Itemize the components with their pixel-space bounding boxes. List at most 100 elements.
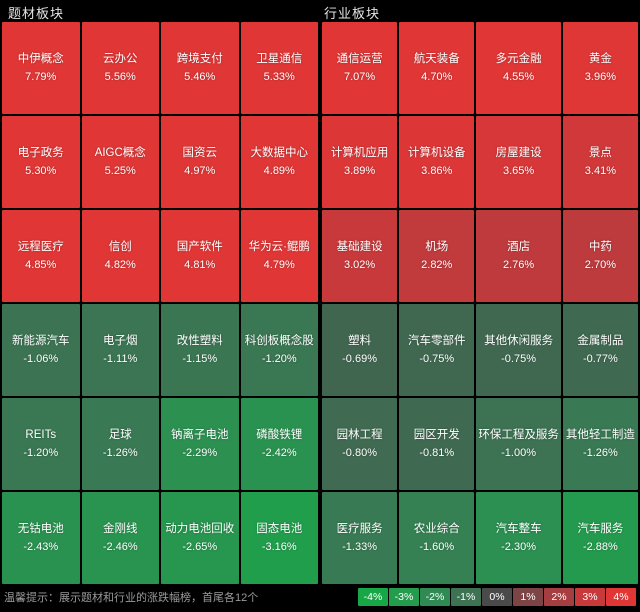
- heatmap-cell[interactable]: 园林工程-0.80%: [322, 398, 397, 490]
- heatmap-cell[interactable]: 机场2.82%: [399, 210, 474, 302]
- cell-pct: -1.60%: [419, 540, 454, 555]
- cell-pct: -0.75%: [419, 352, 454, 367]
- heatmap-cell[interactable]: 远程医疗4.85%: [2, 210, 80, 302]
- legend-swatch: -2%: [420, 588, 450, 606]
- heatmap-cell[interactable]: 农业综合-1.60%: [399, 492, 474, 584]
- heatmap-cell[interactable]: 电子烟-1.11%: [82, 304, 160, 396]
- heatmap-root: 题材板块 行业板块 中伊概念7.79%云办公5.56%跨境支付5.46%卫星通信…: [0, 0, 640, 612]
- heatmap-cell[interactable]: 国资云4.97%: [161, 116, 239, 208]
- cell-label: 航天装备: [414, 51, 460, 67]
- heatmap-cell[interactable]: 信创4.82%: [82, 210, 160, 302]
- heatmap-cell[interactable]: 跨境支付5.46%: [161, 22, 239, 114]
- cell-pct: 4.79%: [264, 258, 295, 273]
- legend-swatch: 1%: [513, 588, 543, 606]
- cell-pct: -1.06%: [23, 352, 58, 367]
- cell-label: 通信运营: [337, 51, 383, 67]
- cell-pct: -2.43%: [23, 540, 58, 555]
- cell-label: 跨境支付: [177, 51, 223, 67]
- heatmap-cell[interactable]: 云办公5.56%: [82, 22, 160, 114]
- color-legend: -4%-3%-2%-1%0%1%2%3%4%: [358, 588, 636, 606]
- cell-label: 其他休闲服务: [484, 333, 553, 349]
- cell-label: 新能源汽车: [12, 333, 70, 349]
- legend-swatch: -1%: [451, 588, 481, 606]
- heatmap-cell[interactable]: 无钴电池 -2.43%: [2, 492, 80, 584]
- heatmap-cell[interactable]: 中药2.70%: [563, 210, 638, 302]
- panel-headers: 题材板块 行业板块: [0, 0, 640, 22]
- cell-pct: 4.82%: [105, 258, 136, 273]
- heatmap-cell[interactable]: 医疗服务-1.33%: [322, 492, 397, 584]
- cell-label: 卫星通信: [256, 51, 302, 67]
- heatmap-cell[interactable]: 房屋建设3.65%: [476, 116, 561, 208]
- heatmap-cell[interactable]: 磷酸铁锂-2.42%: [241, 398, 319, 490]
- heatmap-cell[interactable]: 动力电池回收-2.65%: [161, 492, 239, 584]
- cell-label: 钠离子电池: [171, 427, 229, 443]
- heatmap-cell[interactable]: 金刚线-2.46%: [82, 492, 160, 584]
- heatmap-cell[interactable]: 国产软件4.81%: [161, 210, 239, 302]
- heatmap-cell[interactable]: 固态电池-3.16%: [241, 492, 319, 584]
- cell-label: 无钴电池: [18, 521, 64, 537]
- grids-row: 中伊概念7.79%云办公5.56%跨境支付5.46% 卫星通信 5.33% 电子政务5…: [0, 22, 640, 584]
- cell-pct: -0.69%: [342, 352, 377, 367]
- heatmap-cell[interactable]: 环保工程及服务-1.00%: [476, 398, 561, 490]
- cell-pct: -0.75%: [501, 352, 536, 367]
- cell-label: 动力电池回收: [165, 521, 234, 537]
- cell-pct: 5.56%: [105, 70, 136, 85]
- cell-label: 汽车零部件: [408, 333, 466, 349]
- heatmap-cell[interactable]: 钠离子电池 -2.29%: [161, 398, 239, 490]
- heatmap-cell[interactable]: 汽车整车-2.30%: [476, 492, 561, 584]
- heatmap-cell[interactable]: 电子政务5.30%: [2, 116, 80, 208]
- heatmap-cell[interactable]: 计算机设备3.86%: [399, 116, 474, 208]
- legend-swatch: -4%: [358, 588, 388, 606]
- cell-label: 远程医疗: [18, 239, 64, 255]
- heatmap-cell[interactable]: 其他休闲服务 -0.75%: [476, 304, 561, 396]
- cell-pct: -2.88%: [583, 540, 618, 555]
- cell-label: 其他轻工制造: [566, 427, 635, 443]
- cell-label: 园区开发: [414, 427, 460, 443]
- legend-swatch: -3%: [389, 588, 419, 606]
- heatmap-cell[interactable]: 基础建设3.02%: [322, 210, 397, 302]
- cell-label: 塑料: [348, 333, 371, 349]
- heatmap-cell[interactable]: AIGC概念5.25%: [82, 116, 160, 208]
- heatmap-cell[interactable]: 通信运营7.07%: [322, 22, 397, 114]
- cell-label: 景点: [589, 145, 612, 161]
- legend-swatch: 0%: [482, 588, 512, 606]
- heatmap-cell[interactable]: 计算机应用3.89%: [322, 116, 397, 208]
- cell-label: 大数据中心: [251, 145, 309, 161]
- heatmap-cell[interactable]: 黄金3.96%: [563, 22, 638, 114]
- cell-label: 酒店: [507, 239, 530, 255]
- heatmap-cell[interactable]: 足球-1.26%: [82, 398, 160, 490]
- heatmap-cell[interactable]: 中伊概念7.79%: [2, 22, 80, 114]
- footer-tip: 温馨提示：展示题材和行业的涨跌幅榜，首尾各12个: [4, 589, 358, 605]
- cell-pct: 3.65%: [503, 164, 534, 179]
- heatmap-cell[interactable]: 汽车服务 -2.88%: [563, 492, 638, 584]
- cell-pct: -2.29%: [182, 446, 217, 461]
- cell-label: 科创板概念股: [245, 333, 314, 349]
- heatmap-cell[interactable]: 华为云·鲲鹏 4.79%: [241, 210, 319, 302]
- heatmap-cell[interactable]: 卫星通信 5.33%: [241, 22, 319, 114]
- cell-pct: 4.81%: [184, 258, 215, 273]
- cell-label: 足球: [109, 427, 132, 443]
- heatmap-cell[interactable]: 金属制品-0.77%: [563, 304, 638, 396]
- cell-pct: 5.33%: [264, 70, 295, 85]
- legend-swatch: 3%: [575, 588, 605, 606]
- heatmap-cell[interactable]: 多元金融4.55%: [476, 22, 561, 114]
- heatmap-cell[interactable]: 酒店2.76%: [476, 210, 561, 302]
- heatmap-cell[interactable]: 新能源汽车 -1.06%: [2, 304, 80, 396]
- cell-label: 磷酸铁锂: [256, 427, 302, 443]
- cell-label: 汽车服务: [577, 521, 623, 537]
- heatmap-cell[interactable]: 改性塑料-1.15%: [161, 304, 239, 396]
- cell-pct: 5.30%: [25, 164, 56, 179]
- heatmap-cell[interactable]: 汽车零部件 -0.75%: [399, 304, 474, 396]
- cell-pct: 3.86%: [421, 164, 452, 179]
- cell-pct: -0.80%: [342, 446, 377, 461]
- heatmap-cell[interactable]: 航天装备4.70%: [399, 22, 474, 114]
- cell-label: 黄金: [589, 51, 612, 67]
- heatmap-cell[interactable]: 园区开发-0.81%: [399, 398, 474, 490]
- heatmap-cell[interactable]: 其他轻工制造-1.26%: [563, 398, 638, 490]
- heatmap-cell[interactable]: 景点3.41%: [563, 116, 638, 208]
- cell-label: 华为云·鲲鹏: [249, 239, 310, 255]
- heatmap-cell[interactable]: 大数据中心4.89%: [241, 116, 319, 208]
- heatmap-cell[interactable]: REITs-1.20%: [2, 398, 80, 490]
- heatmap-cell[interactable]: 科创板概念股-1.20%: [241, 304, 319, 396]
- heatmap-cell[interactable]: 塑料 -0.69%: [322, 304, 397, 396]
